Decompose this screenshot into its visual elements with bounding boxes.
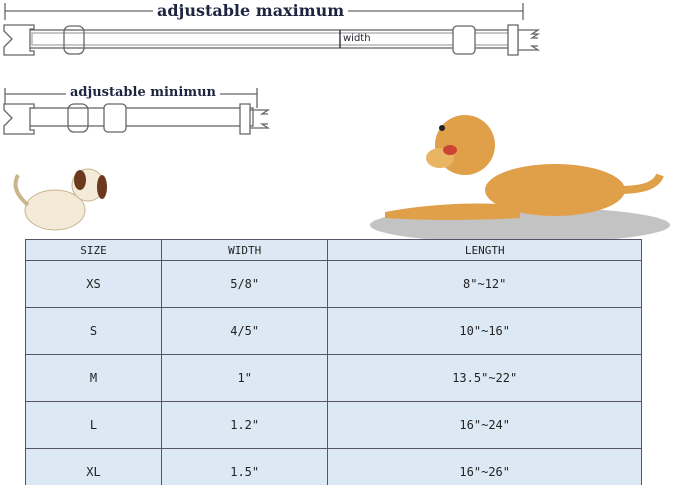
width-label: width <box>343 33 371 44</box>
cell-width: 4/5" <box>160 307 329 355</box>
adjustable-minimum-label: adjustable minimun <box>66 85 220 100</box>
collar-min-diagram <box>3 88 271 135</box>
header-length: LENGTH <box>327 239 642 261</box>
table-row: XS 5/8" 8"~12" <box>25 260 642 308</box>
table-header-row: SIZE WIDTH LENGTH <box>25 239 642 261</box>
cell-length: 16"~26" <box>327 448 642 485</box>
cell-size: S <box>25 307 162 355</box>
adjustable-maximum-label: adjustable maximum <box>153 1 349 20</box>
collar-max-diagram <box>3 3 541 56</box>
header-size: SIZE <box>25 239 162 261</box>
table-row: L 1.2" 16"~24" <box>25 401 642 449</box>
cell-size: M <box>25 354 162 402</box>
table-row: M 1" 13.5"~22" <box>25 354 642 402</box>
table-row: S 4/5" 10"~16" <box>25 307 642 355</box>
cell-length: 10"~16" <box>327 307 642 355</box>
cell-width: 1.2" <box>160 401 329 449</box>
cell-width: 5/8" <box>160 260 329 308</box>
cell-length: 16"~24" <box>327 401 642 449</box>
cell-width: 1.5" <box>160 448 329 485</box>
cell-length: 13.5"~22" <box>327 354 642 402</box>
small-dog-illustration <box>13 168 107 231</box>
cell-length: 8"~12" <box>327 260 642 308</box>
table-row: XL 1.5" 16"~26" <box>25 448 642 485</box>
size-table: SIZE WIDTH LENGTH XS 5/8" 8"~12" S 4/5" 10"~1… <box>25 239 642 485</box>
golden-retriever-illustration <box>370 115 670 243</box>
header-width: WIDTH <box>160 239 329 261</box>
cell-size: L <box>25 401 162 449</box>
cell-size: XL <box>25 448 162 485</box>
cell-width: 1" <box>160 354 329 402</box>
cell-size: XS <box>25 260 162 308</box>
